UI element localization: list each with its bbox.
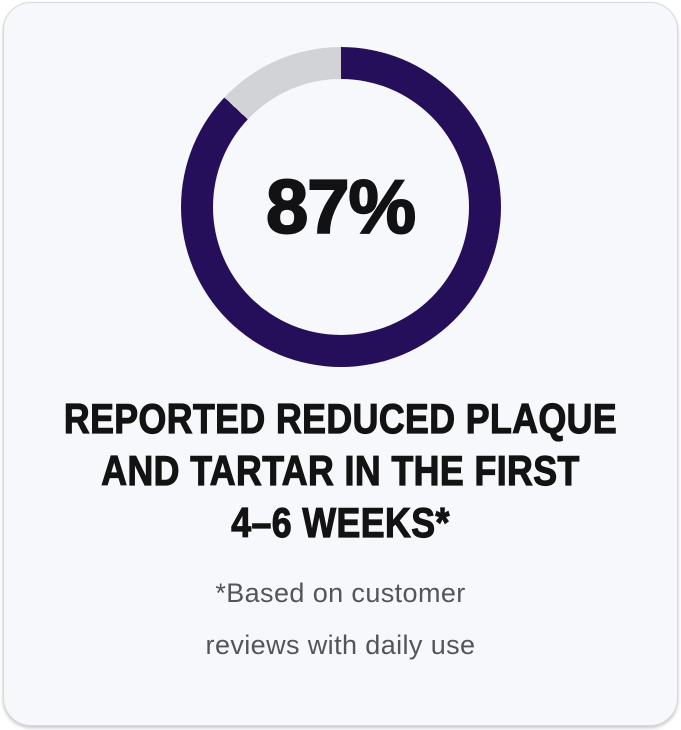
footnote-line: *Based on customer (215, 578, 466, 608)
footnote: *Based on customer reviews with daily us… (4, 567, 677, 671)
headline-line: AND TARTAR IN THE FIRST (101, 446, 580, 494)
donut-chart: 87% (180, 47, 501, 367)
donut-hole (212, 79, 469, 335)
percentage-value: 87% (265, 164, 417, 251)
headline-line: 4–6 WEEKS* (231, 498, 450, 546)
footnote-line: reviews with daily use (205, 630, 476, 660)
headline: REPORTED REDUCED PLAQUE AND TARTAR IN TH… (4, 393, 677, 549)
stat-card: 87% REPORTED REDUCED PLAQUE AND TARTAR I… (3, 2, 678, 726)
headline-line: REPORTED REDUCED PLAQUE (63, 394, 618, 442)
